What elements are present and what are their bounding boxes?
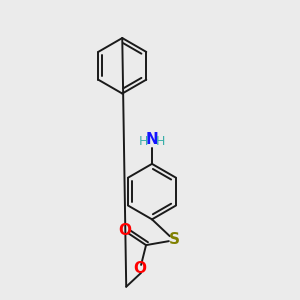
Text: O: O — [119, 223, 132, 238]
Text: S: S — [169, 232, 180, 247]
Text: H: H — [138, 135, 148, 148]
Text: H: H — [156, 135, 166, 148]
Text: N: N — [146, 132, 158, 147]
Text: O: O — [134, 261, 147, 276]
